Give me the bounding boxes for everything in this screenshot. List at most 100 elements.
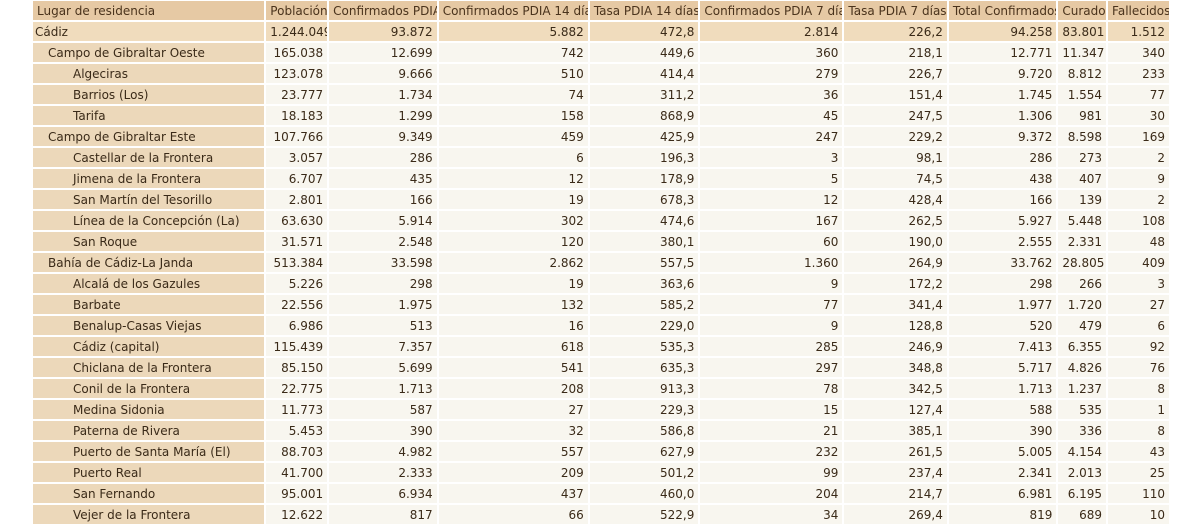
row-value-cell: 190,0 (844, 232, 947, 253)
row-place-name: San Roque (33, 232, 265, 253)
row-value-cell: 285 (700, 337, 843, 358)
row-value-cell: 5.005 (948, 442, 1057, 463)
column-header-col-5: Confirmados PDIA 7 días (700, 1, 843, 22)
row-value-cell: 139 (1058, 190, 1107, 211)
row-place-name: Barrios (Los) (33, 85, 265, 106)
row-value-cell: 233 (1108, 64, 1169, 85)
row-value-cell: 6.986 (266, 316, 328, 337)
row-value-cell: 9.720 (948, 64, 1057, 85)
row-value-cell: 2.341 (948, 463, 1057, 484)
row-value-cell: 7.413 (948, 337, 1057, 358)
row-place-name: Alcalá de los Gazules (33, 274, 265, 295)
row-value-cell: 19 (438, 274, 588, 295)
row-value-cell: 247,5 (844, 106, 947, 127)
data-table-container: Lugar de residencia Población Confirmados … (31, 1, 1171, 526)
row-place-name: Línea de la Concepción (La) (33, 211, 265, 232)
table-row-municipality: Cádiz (capital) 115.439 7.357 618 535,3 285 24… (33, 337, 1169, 358)
row-value-cell: 1 (1108, 400, 1169, 421)
row-value-cell: 449,6 (589, 43, 699, 64)
row-value-cell: 2.862 (438, 253, 588, 274)
row-value-cell: 30 (1108, 106, 1169, 127)
table-row-municipality: Medina Sidonia 11.773 587 27 229,3 15 127,4 588… (33, 400, 1169, 421)
row-value-cell: 409 (1108, 253, 1169, 274)
row-value-cell: 1.360 (700, 253, 843, 274)
row-value-cell: 165.038 (266, 43, 328, 64)
row-value-cell: 18.183 (266, 106, 328, 127)
row-value-cell: 229,3 (589, 400, 699, 421)
row-value-cell: 981 (1058, 106, 1107, 127)
row-value-cell: 8 (1108, 421, 1169, 442)
row-value-cell: 5.448 (1058, 211, 1107, 232)
row-value-cell: 9 (700, 316, 843, 337)
column-header-col-1: Población (266, 1, 328, 22)
row-value-cell: 9.666 (329, 64, 437, 85)
row-value-cell: 107.766 (266, 127, 328, 148)
row-value-cell: 269,4 (844, 505, 947, 526)
row-value-cell: 479 (1058, 316, 1107, 337)
row-value-cell: 9 (700, 274, 843, 295)
row-value-cell: 128,8 (844, 316, 947, 337)
row-value-cell: 6.934 (329, 484, 437, 505)
row-value-cell: 237,4 (844, 463, 947, 484)
table-row-municipality: Barrios (Los) 23.777 1.734 74 311,2 36 151,4 1.… (33, 85, 1169, 106)
row-value-cell: 12.699 (329, 43, 437, 64)
table-row-municipality: Algeciras 123.078 9.666 510 414,4 279 226,7 9.7… (33, 64, 1169, 85)
table-body: Cádiz 1.244.049 93.872 5.882 472,8 2.814 226,2… (33, 22, 1169, 526)
row-value-cell: 588 (948, 400, 1057, 421)
column-header-lugar: Lugar de residencia (33, 1, 265, 22)
row-value-cell: 4.154 (1058, 442, 1107, 463)
row-value-cell: 513.384 (266, 253, 328, 274)
row-value-cell: 262,5 (844, 211, 947, 232)
table-row-province-total: Cádiz 1.244.049 93.872 5.882 472,8 2.814 226,2… (33, 22, 1169, 43)
row-value-cell: 341,4 (844, 295, 947, 316)
row-place-name: San Martín del Tesorillo (33, 190, 265, 211)
row-value-cell: 627,9 (589, 442, 699, 463)
row-value-cell: 5.717 (948, 358, 1057, 379)
row-value-cell: 264,9 (844, 253, 947, 274)
row-value-cell: 31.571 (266, 232, 328, 253)
row-place-name: Puerto de Santa María (El) (33, 442, 265, 463)
row-value-cell: 557,5 (589, 253, 699, 274)
row-value-cell: 9.349 (329, 127, 437, 148)
row-value-cell: 77 (700, 295, 843, 316)
row-value-cell: 77 (1108, 85, 1169, 106)
row-value-cell: 229,2 (844, 127, 947, 148)
row-value-cell: 390 (329, 421, 437, 442)
row-value-cell: 98,1 (844, 148, 947, 169)
row-value-cell: 12 (438, 169, 588, 190)
row-value-cell: 178,9 (589, 169, 699, 190)
row-value-cell: 123.078 (266, 64, 328, 85)
row-value-cell: 196,3 (589, 148, 699, 169)
table-row-municipality: Vejer de la Frontera 12.622 817 66 522,9 34 26… (33, 505, 1169, 526)
row-place-name: Vejer de la Frontera (33, 505, 265, 526)
row-value-cell: 21 (700, 421, 843, 442)
row-value-cell: 460,0 (589, 484, 699, 505)
row-value-cell: 363,6 (589, 274, 699, 295)
row-value-cell: 1.745 (948, 85, 1057, 106)
row-value-cell: 158 (438, 106, 588, 127)
row-value-cell: 15 (700, 400, 843, 421)
row-value-cell: 43 (1108, 442, 1169, 463)
row-value-cell: 3 (700, 148, 843, 169)
column-header-col-9: Fallecidos (1108, 1, 1169, 22)
row-value-cell: 99 (700, 463, 843, 484)
row-value-cell: 618 (438, 337, 588, 358)
row-value-cell: 557 (438, 442, 588, 463)
row-value-cell: 273 (1058, 148, 1107, 169)
table-header-row: Lugar de residencia Población Confirmados … (33, 1, 1169, 22)
row-value-cell: 41.700 (266, 463, 328, 484)
covid-data-table: Lugar de residencia Población Confirmados … (31, 1, 1171, 526)
row-value-cell: 120 (438, 232, 588, 253)
column-header-col-6: Tasa PDIA 7 días (844, 1, 947, 22)
row-place-name: Jimena de la Frontera (33, 169, 265, 190)
row-value-cell: 151,4 (844, 85, 947, 106)
row-value-cell: 298 (329, 274, 437, 295)
row-value-cell: 226,2 (844, 22, 947, 43)
row-value-cell: 286 (329, 148, 437, 169)
row-place-name: Medina Sidonia (33, 400, 265, 421)
row-value-cell: 1.720 (1058, 295, 1107, 316)
row-value-cell: 66 (438, 505, 588, 526)
table-row-municipality: Conil de la Frontera 22.775 1.713 208 913,3 7… (33, 379, 1169, 400)
row-value-cell: 414,4 (589, 64, 699, 85)
table-row-municipality: Benalup-Casas Viejas 6.986 513 16 229,0 9 128,… (33, 316, 1169, 337)
